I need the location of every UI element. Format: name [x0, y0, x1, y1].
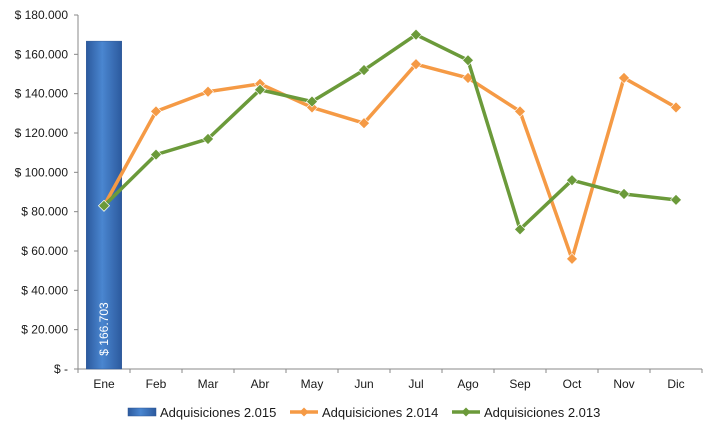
data-point [670, 101, 682, 114]
data-point [358, 117, 370, 130]
y-tick-label: $ 60.000 [21, 244, 68, 258]
data-point [358, 64, 370, 76]
data-point [410, 28, 422, 41]
y-tick-label: $ 40.000 [21, 283, 68, 297]
data-point [150, 148, 162, 161]
legend-label: Adquisiciones 2.013 [484, 405, 600, 420]
series-line [102, 62, 677, 261]
x-tick-label: Feb [146, 377, 167, 391]
x-tick-label: Oct [563, 377, 582, 391]
legend-swatch [127, 407, 157, 417]
x-tick-label: Abr [251, 377, 270, 391]
y-tick-label: $ 180.000 [15, 8, 69, 22]
x-tick-label: Jun [354, 377, 373, 391]
legend-label: Adquisiciones 2.015 [160, 405, 276, 420]
x-tick-label: Ago [457, 377, 479, 391]
data-point [566, 174, 578, 187]
x-tick-label: Dic [667, 377, 684, 391]
y-tick-label: $ 80.000 [21, 205, 68, 219]
series-line [102, 32, 677, 232]
data-point [462, 54, 474, 67]
y-tick-label: $ 160.000 [15, 47, 69, 61]
data-point [670, 193, 682, 206]
x-tick-label: Mar [198, 377, 219, 391]
legend-label: Adquisiciones 2.014 [322, 405, 438, 420]
data-point [98, 199, 110, 212]
y-tick-label: $ 140.000 [15, 87, 69, 101]
x-tick-label: Jul [408, 377, 423, 391]
y-tick-label: $ 100.000 [15, 165, 69, 179]
data-point [202, 132, 214, 145]
data-point [410, 58, 422, 71]
legend: Adquisiciones 2.015 Adquisiciones 2.014 Ad… [127, 405, 600, 420]
data-point [618, 188, 630, 200]
data-point [150, 105, 162, 118]
legend-swatch-marker [461, 407, 471, 417]
y-tick-label: $ 20.000 [21, 323, 68, 337]
y-tick-label: $ 120.000 [15, 126, 69, 140]
data-point [514, 105, 526, 118]
x-axis-ticks: Ene Feb Mar Abr May Jun Jul Ago Sep Oct Nov Dic [77, 369, 703, 391]
axes [77, 15, 702, 370]
x-tick-label: Ene [93, 377, 115, 391]
x-tick-label: Sep [509, 377, 531, 391]
bar-data-label: $ 166.703 [97, 302, 111, 356]
line-series [98, 28, 682, 265]
x-tick-label: May [301, 377, 324, 391]
y-axis-ticks: $ - $ 20.000 $ 40.000 $ 60.000 $ 80.000 $ 100… [15, 8, 78, 376]
data-point [254, 83, 266, 96]
x-tick-label: Nov [613, 377, 634, 391]
data-point [618, 72, 630, 84]
data-point [514, 223, 526, 236]
legend-swatch-marker [299, 407, 309, 417]
y-tick-label: $ - [54, 362, 68, 376]
data-point [306, 95, 318, 108]
data-point [202, 85, 214, 98]
data-point [566, 252, 578, 265]
